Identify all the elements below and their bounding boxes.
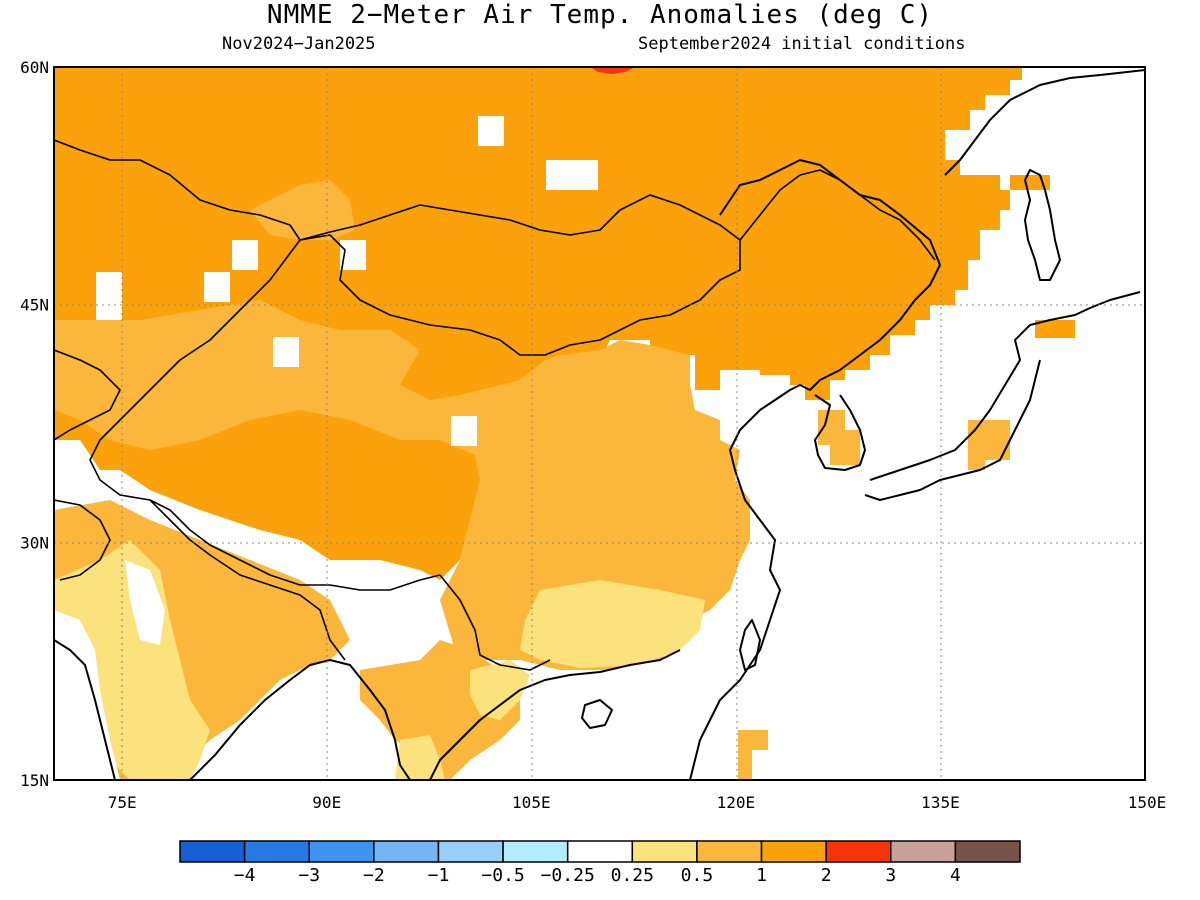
south-asia-border: [54, 499, 111, 581]
lon-tick-label: 120E: [717, 793, 756, 812]
japan-coastline: [869, 291, 1141, 481]
himalaya-border: [149, 499, 346, 661]
mongolia-border: [299, 194, 741, 356]
lake-pixel: [478, 116, 504, 146]
colorbar-bin: [243, 840, 310, 863]
colorbar-bin: [696, 840, 763, 863]
colorbar: [179, 840, 1021, 863]
forecast-period: Nov2024−Jan2025: [222, 34, 376, 54]
colorbar-bin: [437, 840, 504, 863]
anomaly-region-0.5-to-1-korea: [818, 410, 860, 465]
taiwan-coastline: [739, 619, 761, 671]
coastlines: [54, 69, 1145, 780]
colorbar-bin: [890, 840, 957, 863]
okhotsk-coastline: [944, 69, 1145, 176]
colorbar-tick-label: −1: [428, 865, 450, 886]
russia-china-border: [739, 169, 936, 261]
initial-conditions: September2024 initial conditions: [638, 34, 966, 54]
lat-tick-label: 45N: [20, 296, 49, 315]
colorbar-bin: [566, 840, 634, 863]
japan-coastline-south: [864, 359, 1041, 501]
lat-tick-label: 15N: [20, 771, 49, 790]
colorbar-tick-label: −0.5: [481, 865, 524, 886]
lon-tick-label: 105E: [512, 793, 551, 812]
china-coastline: [689, 159, 941, 780]
lake-pixel: [204, 272, 230, 302]
lake-pixel: [451, 416, 477, 446]
colorbar-tick-label: 0.5: [681, 865, 714, 886]
colorbar-tick-label: 2: [821, 865, 832, 886]
kazakhstan-border: [54, 139, 301, 241]
colorbar-bin: [760, 840, 827, 863]
longitude-labels: 75E 90E 105E 120E 135E 150E: [108, 793, 1167, 812]
colorbar-tick-label: 1: [756, 865, 767, 886]
lat-tick-label: 30N: [20, 533, 49, 552]
lake-pixel: [273, 337, 299, 367]
map-frame: [53, 66, 1146, 781]
lon-tick-label: 150E: [1128, 793, 1167, 812]
anomaly-region-0.5-to-1-japan: [968, 420, 1010, 470]
lake-pixel: [232, 240, 258, 270]
colorbar-bin: [631, 840, 698, 863]
anomaly-region-0.5-to-1-plateau: [54, 300, 750, 670]
lat-tick-label: 60N: [20, 58, 49, 77]
colorbar-tick-label: −2: [363, 865, 385, 886]
anomaly-fields: [54, 67, 1145, 780]
colorbar-bin: [308, 840, 375, 863]
neutral-region-china-coast: [750, 500, 790, 570]
colorbar-tick-label: −4: [234, 865, 256, 886]
neutral-region-deccan: [125, 560, 165, 645]
central-asia-border: [54, 349, 121, 441]
anomaly-region-0.5-to-1-taiwan: [738, 730, 768, 780]
bay-of-bengal-coastline: [189, 659, 411, 780]
korea-coastline: [814, 394, 866, 471]
colorbar-tick-label: −3: [298, 865, 320, 886]
political-borders: [54, 139, 936, 671]
colorbar-tick-label: 4: [950, 865, 961, 886]
lake-pixel: [96, 272, 122, 320]
colorbar-bin: [954, 840, 1021, 863]
lon-tick-label: 90E: [312, 793, 341, 812]
colorbar-bin: [373, 840, 440, 863]
anomaly-region-1-to-2-cap: [1035, 320, 1075, 338]
colorbar-bin: [179, 840, 246, 863]
china-west-border: [89, 239, 441, 591]
colorbar-tick-label: 3: [885, 865, 896, 886]
sakhalin-coastline: [1024, 169, 1061, 281]
anomaly-region-0.25-to-0.5-thai: [470, 660, 530, 720]
anomaly-region-0.25-to-0.5-south-china: [520, 580, 705, 668]
hainan-coastline: [581, 699, 613, 729]
map-title: NMME 2−Meter Air Temp. Anomalies (deg C): [266, 0, 934, 30]
colorbar-tick-label: 0.25: [611, 865, 654, 886]
anomaly-region-0.5-to-1-north: [250, 180, 355, 240]
india-coastline: [54, 639, 116, 780]
latitude-labels: 60N 45N 30N 15N: [20, 58, 49, 790]
southeast-asia-border: [439, 574, 551, 671]
colorbar-bin: [502, 840, 569, 863]
lon-tick-label: 135E: [921, 793, 960, 812]
anomaly-region-0.25-to-0.5-bay: [395, 735, 445, 780]
lake-pixel: [546, 160, 598, 190]
colorbar-tick-label: −0.25: [541, 865, 595, 886]
lon-tick-label: 75E: [108, 793, 137, 812]
grid-lines: [54, 67, 1145, 780]
anomaly-region-2-to-3: [590, 67, 635, 74]
colorbar-bin: [825, 840, 892, 863]
colorbar-labels: −4 −3 −2 −1 −0.5 −0.25 0.25 0.5 1 2 3 4: [234, 865, 961, 886]
